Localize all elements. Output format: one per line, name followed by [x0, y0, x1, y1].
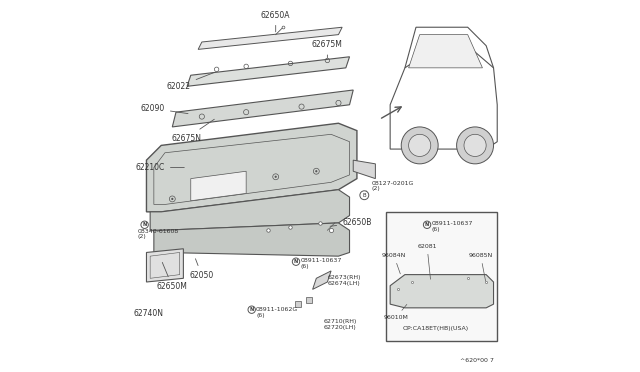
- Circle shape: [464, 134, 486, 157]
- Text: 62675N: 62675N: [172, 119, 214, 142]
- Circle shape: [456, 127, 493, 164]
- Text: 08127-0201G
(2): 08127-0201G (2): [366, 180, 414, 192]
- FancyBboxPatch shape: [387, 212, 497, 341]
- Text: 08911-1062G
(6): 08911-1062G (6): [256, 307, 298, 318]
- Circle shape: [316, 170, 317, 172]
- Polygon shape: [147, 123, 357, 212]
- Polygon shape: [187, 57, 349, 86]
- Text: 96084N: 96084N: [381, 253, 406, 274]
- Text: 62710(RH)
62720(LH): 62710(RH) 62720(LH): [324, 319, 357, 330]
- Text: 62210C: 62210C: [136, 163, 184, 172]
- Polygon shape: [312, 271, 331, 289]
- Polygon shape: [150, 190, 349, 230]
- Text: 96010M: 96010M: [383, 304, 408, 320]
- Polygon shape: [191, 171, 246, 201]
- Circle shape: [401, 127, 438, 164]
- Text: OP:CA18ET(HB)(USA): OP:CA18ET(HB)(USA): [403, 326, 469, 331]
- Polygon shape: [147, 249, 184, 282]
- Circle shape: [275, 176, 277, 178]
- Text: 62673(RH)
62674(LH): 62673(RH) 62674(LH): [328, 275, 361, 286]
- Text: 62022: 62022: [167, 73, 214, 91]
- Text: N: N: [250, 307, 254, 312]
- Polygon shape: [353, 160, 376, 179]
- Circle shape: [172, 198, 173, 200]
- Text: 62650A: 62650A: [261, 11, 291, 32]
- Text: 08340-61608
(2): 08340-61608 (2): [137, 229, 179, 240]
- Polygon shape: [408, 35, 483, 68]
- Text: B: B: [362, 193, 366, 198]
- Text: N: N: [294, 259, 298, 264]
- Text: N: N: [425, 222, 429, 227]
- Text: N: N: [143, 222, 147, 227]
- Text: ^620*00 7: ^620*00 7: [460, 358, 493, 363]
- Text: 62050: 62050: [189, 259, 214, 280]
- Text: 62090: 62090: [141, 104, 188, 113]
- Text: 08911-10637
(6): 08911-10637 (6): [300, 258, 342, 269]
- Polygon shape: [172, 90, 353, 127]
- Polygon shape: [390, 275, 493, 308]
- Text: 08911-10637
(6): 08911-10637 (6): [431, 221, 473, 232]
- Text: 96085N: 96085N: [468, 253, 493, 281]
- Circle shape: [408, 134, 431, 157]
- Text: 62650M: 62650M: [157, 262, 188, 291]
- Polygon shape: [198, 27, 342, 49]
- Text: 62081: 62081: [417, 244, 437, 279]
- Polygon shape: [154, 223, 349, 256]
- Text: 62740N: 62740N: [133, 309, 163, 318]
- Text: 62675M: 62675M: [312, 41, 343, 58]
- Text: 62650B: 62650B: [330, 218, 372, 227]
